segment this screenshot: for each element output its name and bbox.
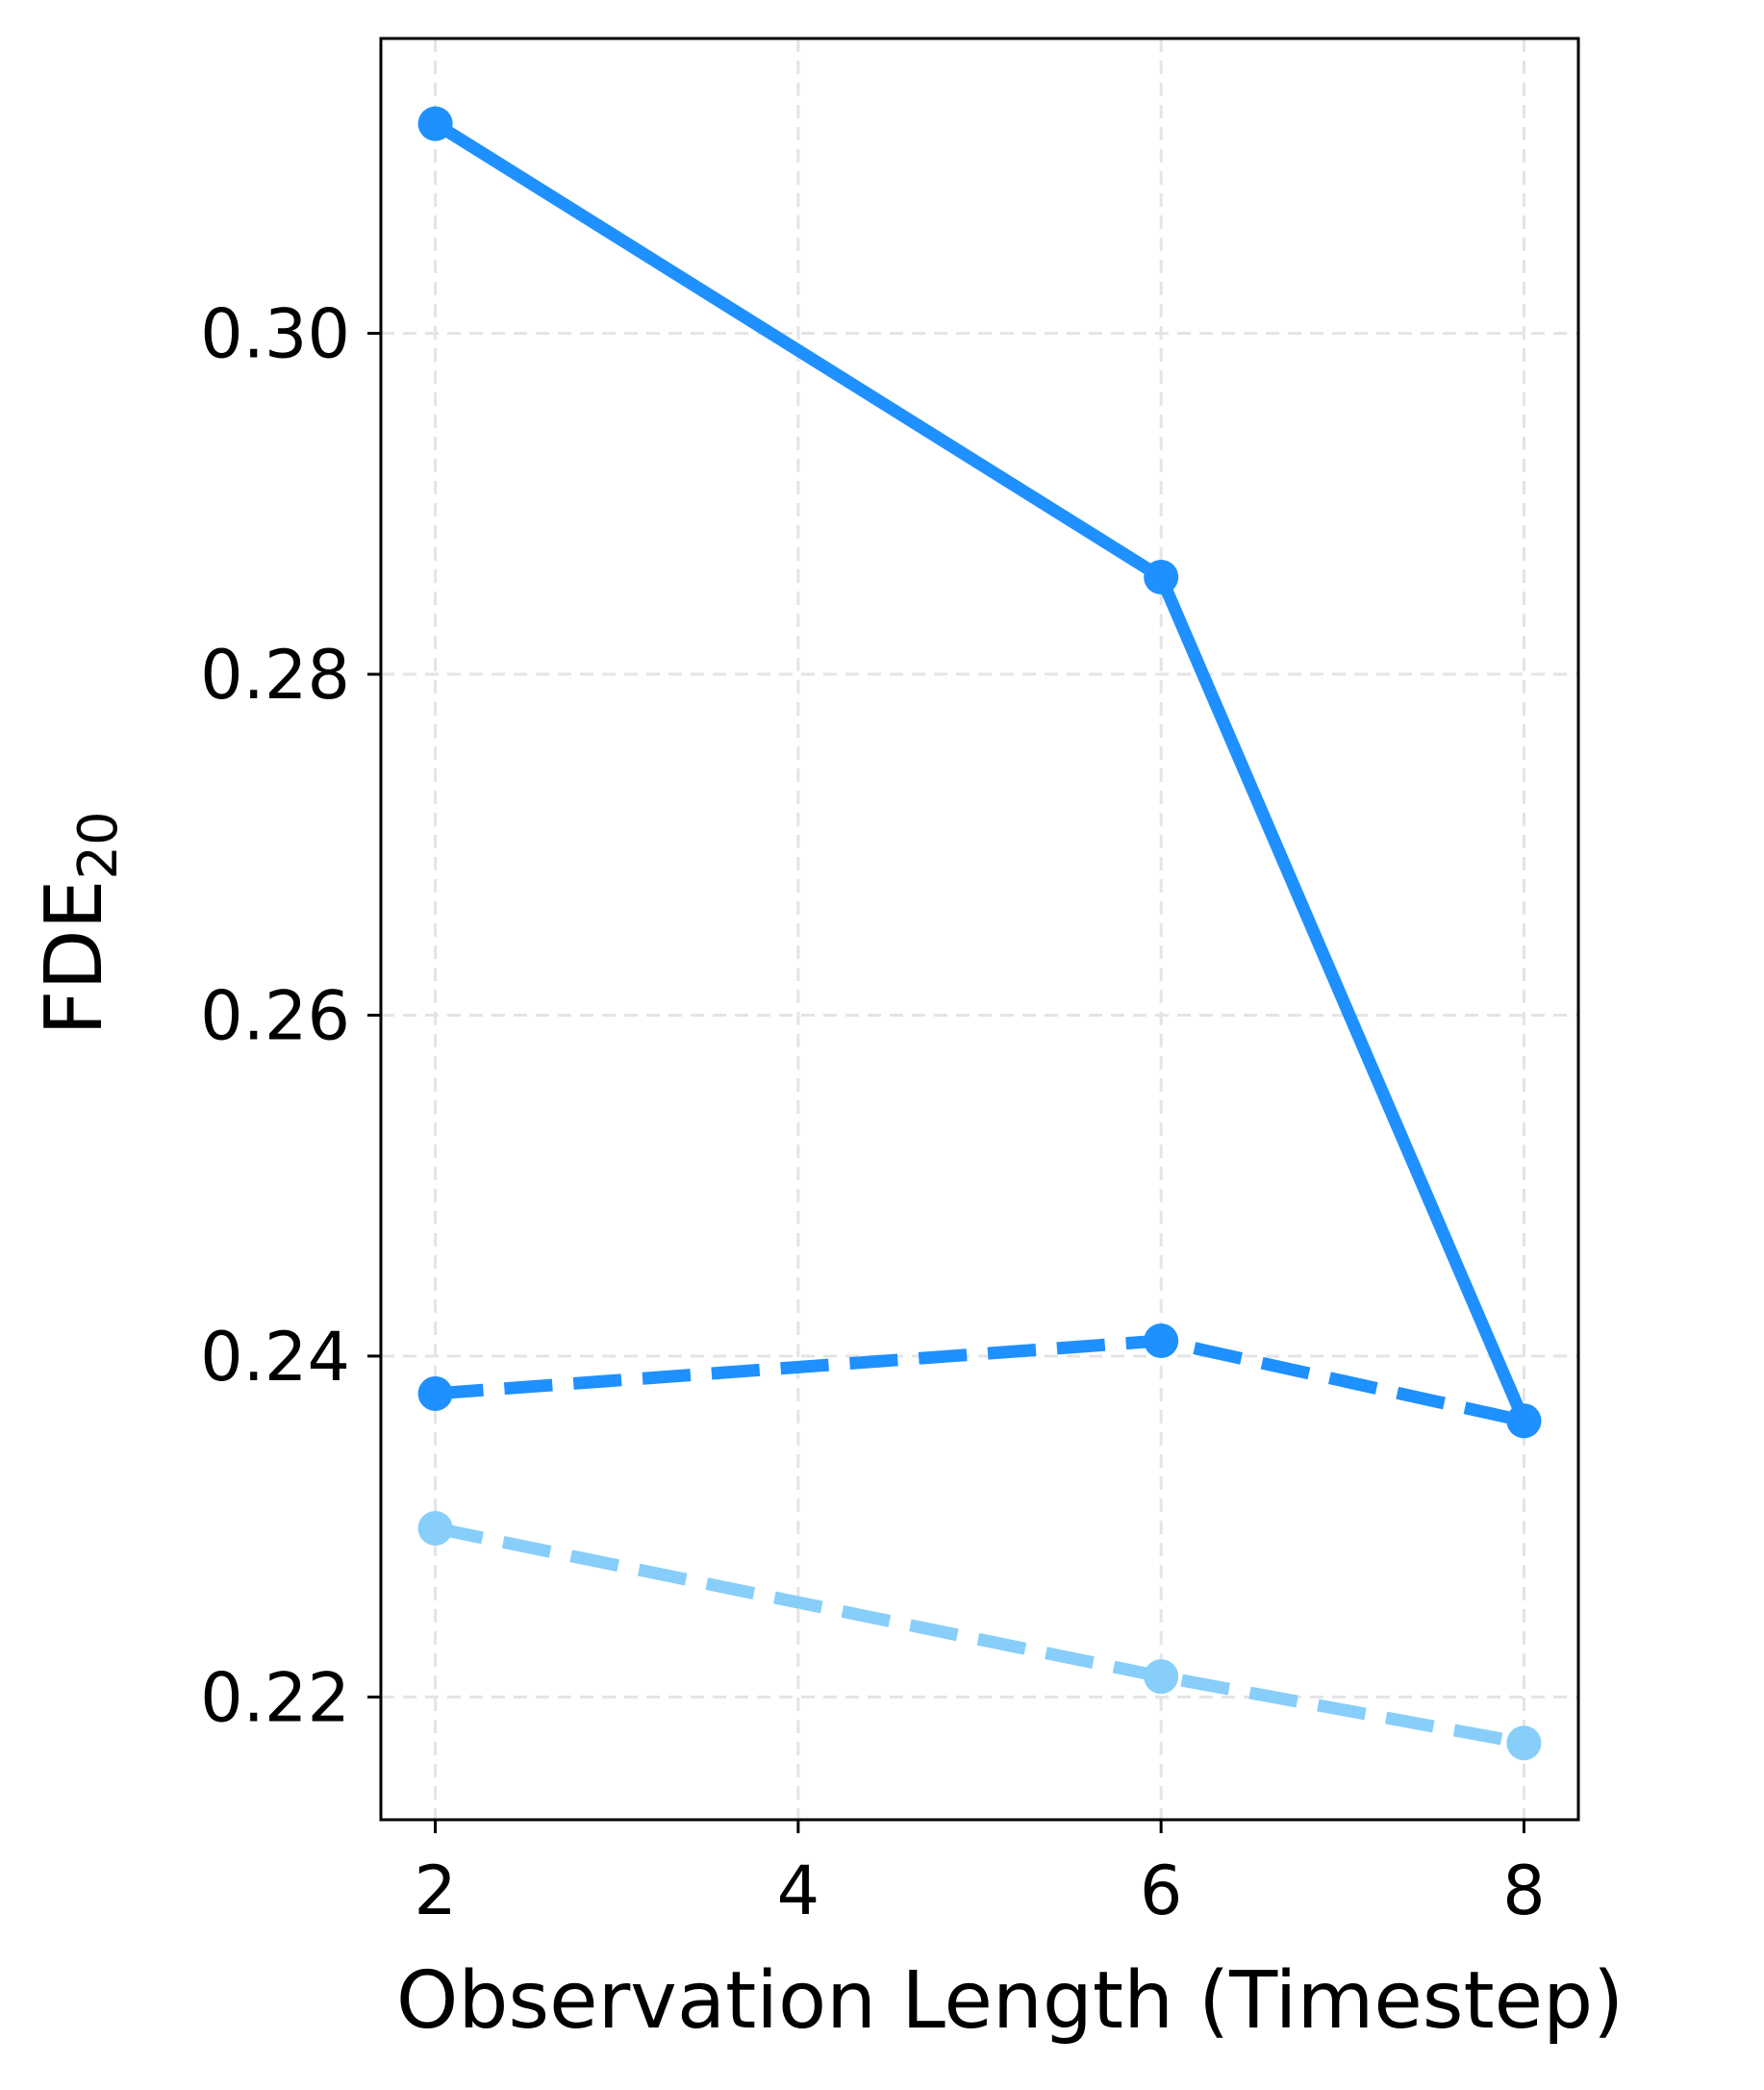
series-2-point-1 <box>1144 1659 1179 1695</box>
plot-area-frame <box>379 37 1580 1822</box>
series-lines <box>417 106 1542 1761</box>
series-1 <box>417 1322 1542 1439</box>
x-axis-title: Observation Length (Timestep) <box>396 1955 1624 2047</box>
y-tick-label-2: 0.26 <box>200 976 350 1055</box>
series-2-point-2 <box>1506 1725 1542 1761</box>
series-1-line <box>435 1334 1525 1427</box>
y-tick-label-0: 0.22 <box>200 1658 350 1737</box>
series-2 <box>417 1510 1542 1761</box>
grid-lines <box>381 38 1578 1820</box>
series-0-point-1 <box>1144 560 1179 595</box>
series-0-line <box>432 118 1530 1423</box>
y-axis-title: FDE20 <box>29 811 130 1035</box>
x-tick-label-1: 4 <box>777 1851 820 1930</box>
series-2-point-0 <box>417 1510 453 1546</box>
x-tick-label-0: 2 <box>414 1851 457 1930</box>
series-1-point-1 <box>1144 1322 1179 1358</box>
y-tick-label-1: 0.24 <box>200 1318 350 1397</box>
y-axis-title-subscript: 20 <box>67 811 130 879</box>
x-tick-label-3: 8 <box>1502 1851 1546 1930</box>
y-tick-label-3: 0.28 <box>200 636 350 715</box>
series-1-point-2 <box>1506 1403 1542 1439</box>
series-0-point-0 <box>417 106 453 141</box>
series-1-point-0 <box>417 1375 453 1411</box>
x-tick-label-2: 6 <box>1140 1851 1183 1930</box>
y-tick-label-4: 0.30 <box>200 295 350 374</box>
series-2-line <box>434 1522 1525 1750</box>
y-axis-title-base: FDE <box>29 880 120 1036</box>
series-0 <box>417 106 1542 1439</box>
axis-ticks: 2 4 6 8 0.22 0.24 0.26 0.28 0.30 <box>200 295 1546 1930</box>
